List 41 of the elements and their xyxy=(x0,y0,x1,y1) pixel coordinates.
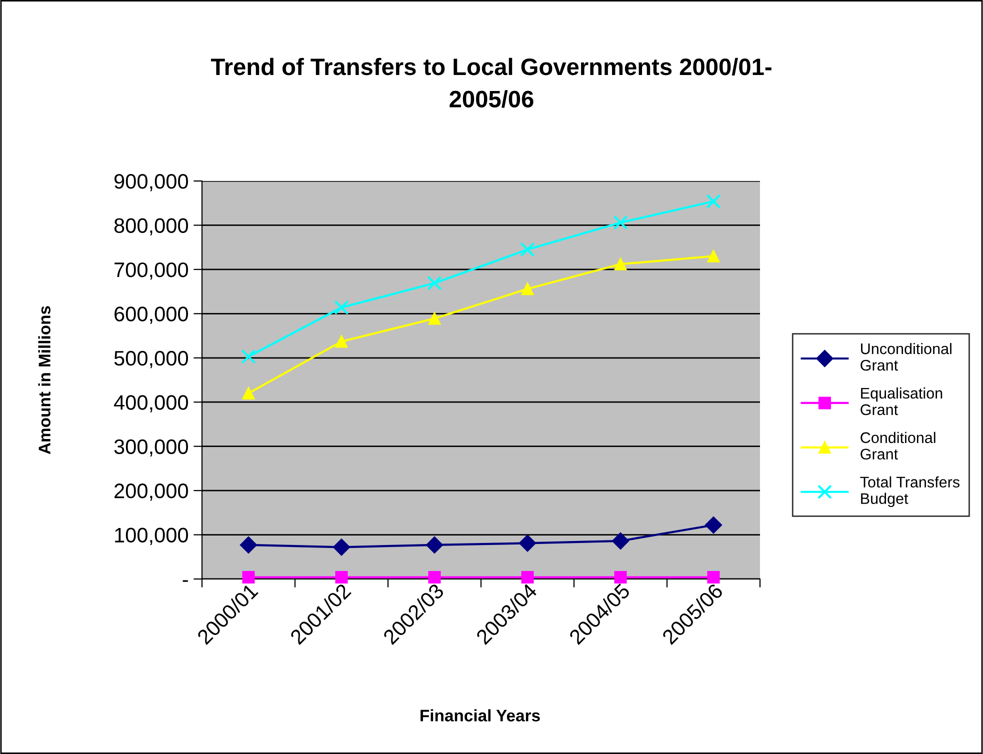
point xyxy=(427,276,442,290)
point xyxy=(614,570,627,584)
chart-title: Trend of Transfers to Local Governments 2000/01-2005/06 xyxy=(210,58,772,108)
point xyxy=(335,570,348,584)
point xyxy=(332,538,350,556)
point xyxy=(706,194,721,209)
point xyxy=(426,536,444,554)
point xyxy=(521,570,534,584)
legend-label: Conditional Grant xyxy=(860,432,936,460)
x-axis-title: Financial Years xyxy=(420,709,540,722)
legend-label: Equalisation Grant xyxy=(860,387,942,416)
point xyxy=(428,312,441,325)
point xyxy=(707,570,720,584)
y-tick-label: 400,000 xyxy=(114,395,188,412)
point xyxy=(428,570,441,584)
point xyxy=(518,534,536,552)
point xyxy=(520,242,535,257)
legend-label: Total Transfers Budget xyxy=(860,476,960,508)
point xyxy=(614,258,627,270)
y-tick-label: 800,000 xyxy=(114,218,188,236)
y-tick-label: 600,000 xyxy=(114,306,188,324)
y-tick-label: - xyxy=(182,580,188,582)
y-axis-title: Amount in Millions xyxy=(38,306,50,454)
point xyxy=(241,349,256,364)
y-tick-label: 200,000 xyxy=(114,484,188,501)
point xyxy=(335,335,348,348)
point xyxy=(613,215,628,230)
point xyxy=(240,536,258,554)
point xyxy=(334,300,349,315)
y-tick-label: 700,000 xyxy=(114,262,188,280)
y-tick-label: 900,000 xyxy=(114,174,188,192)
point xyxy=(521,282,534,296)
point xyxy=(242,387,255,400)
y-tick-label: 100,000 xyxy=(115,528,188,545)
point xyxy=(612,532,630,550)
legend-label: Unconditional Grant xyxy=(860,342,952,371)
point xyxy=(242,570,255,584)
point xyxy=(707,250,720,262)
y-tick-label: 300,000 xyxy=(114,439,188,457)
point xyxy=(704,516,722,534)
y-tick-label: 500,000 xyxy=(114,350,188,368)
